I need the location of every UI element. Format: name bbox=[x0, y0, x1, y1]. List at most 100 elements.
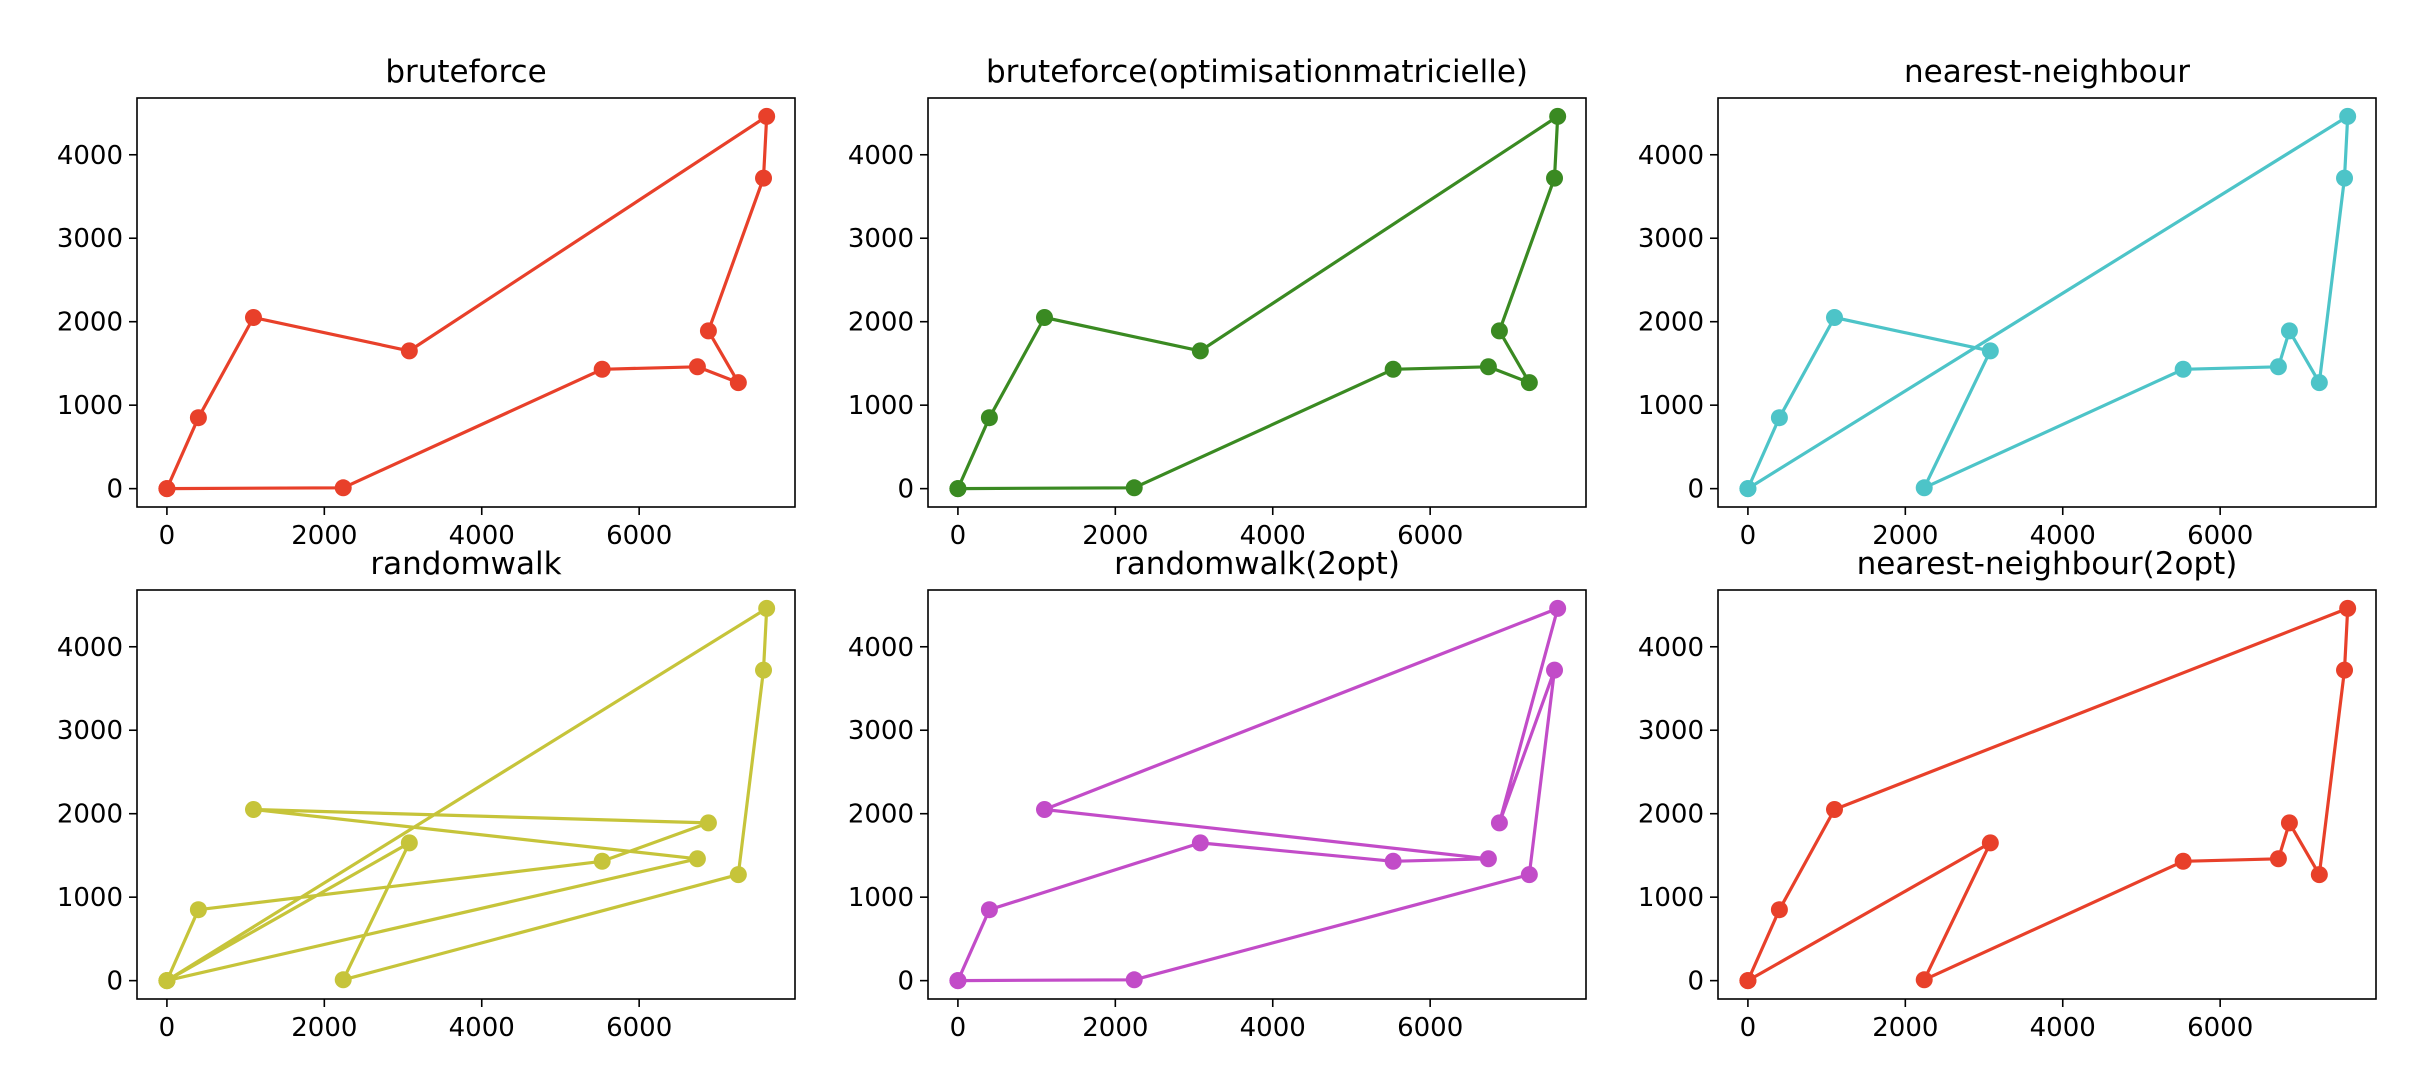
city-point bbox=[1770, 409, 1788, 427]
x-tick-label: 4000 bbox=[1240, 1013, 1306, 1043]
city-point bbox=[400, 342, 418, 360]
city-point bbox=[2339, 599, 2357, 617]
y-tick-label: 4000 bbox=[848, 141, 914, 171]
subplot-2: bruteforce(optimisationmatricielle) 0 2000… bbox=[848, 54, 1587, 551]
city-point bbox=[2310, 866, 2328, 884]
subplot-title: randomwalk bbox=[370, 546, 561, 582]
city-point bbox=[1546, 661, 1564, 679]
city-point bbox=[1384, 852, 1402, 870]
y-tick-label: 2000 bbox=[848, 308, 914, 338]
city-point bbox=[1035, 309, 1053, 327]
city-point bbox=[980, 409, 998, 427]
y-tick-label: 3000 bbox=[57, 224, 123, 254]
city-point bbox=[1825, 309, 1843, 327]
city-point bbox=[2336, 169, 2354, 187]
x-tick-label: 0 bbox=[159, 521, 176, 551]
city-point bbox=[1770, 901, 1788, 919]
x-tick-label: 0 bbox=[1740, 1013, 1757, 1043]
city-point bbox=[1546, 169, 1564, 187]
y-tick-label: 1000 bbox=[848, 883, 914, 913]
city-point bbox=[699, 322, 717, 340]
city-point bbox=[2280, 814, 2298, 832]
y-tick-label: 1000 bbox=[57, 883, 123, 913]
city-point bbox=[2310, 374, 2328, 392]
axes-frame bbox=[927, 589, 1587, 1000]
city-point bbox=[1549, 599, 1567, 617]
x-tick-label: 4000 bbox=[449, 521, 515, 551]
x-tick-label: 6000 bbox=[1397, 1013, 1463, 1043]
city-point bbox=[1520, 866, 1538, 884]
y-tick-label: 4000 bbox=[57, 633, 123, 663]
y-tick-label: 4000 bbox=[1638, 141, 1704, 171]
subplot-1: bruteforce 0 2000 4000 6000 0 1000 2000 3000 4000 bbox=[57, 54, 796, 551]
city-point bbox=[2174, 852, 2192, 870]
y-tick-label: 3000 bbox=[848, 224, 914, 254]
city-point bbox=[2339, 107, 2357, 125]
axes-frame bbox=[927, 97, 1587, 508]
x-tick-label: 6000 bbox=[606, 1013, 672, 1043]
city-point bbox=[1981, 342, 1999, 360]
y-tick-label: 0 bbox=[1687, 475, 1704, 505]
x-tick-label: 2000 bbox=[291, 1013, 357, 1043]
city-point bbox=[755, 661, 773, 679]
y-tick-label: 4000 bbox=[57, 141, 123, 171]
x-tick-label: 4000 bbox=[1240, 521, 1306, 551]
city-point bbox=[1739, 972, 1757, 990]
subplot-3: nearest-neighbour 0 2000 4000 6000 0 1000 2000 3… bbox=[1638, 54, 2377, 551]
y-tick-label: 4000 bbox=[1638, 633, 1704, 663]
city-point bbox=[334, 479, 352, 497]
y-tick-label: 4000 bbox=[848, 633, 914, 663]
x-tick-label: 2000 bbox=[291, 521, 357, 551]
city-point bbox=[1125, 479, 1143, 497]
y-tick-label: 0 bbox=[106, 475, 123, 505]
y-tick-label: 0 bbox=[897, 967, 914, 997]
city-point bbox=[1915, 479, 1933, 497]
city-point bbox=[758, 599, 776, 617]
y-tick-label: 3000 bbox=[1638, 224, 1704, 254]
subplot-6: nearest-neighbour(2opt) 0 2000 4000 6000 0 100… bbox=[1638, 546, 2377, 1043]
route-line bbox=[1746, 114, 2350, 490]
x-tick-label: 0 bbox=[950, 521, 967, 551]
city-point bbox=[2269, 850, 2287, 868]
city-point bbox=[2336, 661, 2354, 679]
route-line bbox=[165, 114, 769, 491]
route-line bbox=[165, 606, 769, 983]
city-point bbox=[400, 834, 418, 852]
subplot-title: nearest-neighbour(2opt) bbox=[1857, 546, 2238, 582]
x-tick-label: 6000 bbox=[606, 521, 672, 551]
city-point bbox=[758, 107, 776, 125]
x-tick-label: 2000 bbox=[1082, 521, 1148, 551]
y-tick-label: 3000 bbox=[1638, 716, 1704, 746]
city-point bbox=[1490, 814, 1508, 832]
city-point bbox=[699, 814, 717, 832]
city-point bbox=[1191, 834, 1209, 852]
y-tick-label: 0 bbox=[106, 967, 123, 997]
city-point bbox=[729, 866, 747, 884]
y-tick-label: 1000 bbox=[57, 391, 123, 421]
city-point bbox=[949, 480, 967, 498]
city-point bbox=[1981, 834, 1999, 852]
y-tick-label: 2000 bbox=[848, 800, 914, 830]
route-line bbox=[956, 114, 1560, 491]
city-point bbox=[1739, 480, 1757, 498]
y-tick-label: 2000 bbox=[57, 800, 123, 830]
x-tick-label: 6000 bbox=[2187, 1013, 2253, 1043]
y-tick-label: 3000 bbox=[57, 716, 123, 746]
x-tick-label: 6000 bbox=[2187, 521, 2253, 551]
city-point bbox=[729, 374, 747, 392]
subplot-5: randomwalk(2opt) 0 2000 4000 6000 0 1000 2000 30… bbox=[848, 546, 1587, 1043]
city-point bbox=[1125, 971, 1143, 989]
city-point bbox=[244, 309, 262, 327]
axes-frame bbox=[136, 589, 796, 1000]
route-line bbox=[956, 606, 1560, 983]
subplot-title: randomwalk(2opt) bbox=[1114, 546, 1400, 582]
y-tick-label: 0 bbox=[1687, 967, 1704, 997]
y-tick-label: 1000 bbox=[1638, 391, 1704, 421]
x-tick-label: 2000 bbox=[1082, 1013, 1148, 1043]
city-point bbox=[1490, 322, 1508, 340]
x-tick-label: 0 bbox=[950, 1013, 967, 1043]
y-tick-label: 2000 bbox=[1638, 308, 1704, 338]
subplot-4: randomwalk 0 2000 4000 6000 0 1000 2000 3000 4000 bbox=[57, 546, 796, 1043]
y-tick-label: 1000 bbox=[848, 391, 914, 421]
